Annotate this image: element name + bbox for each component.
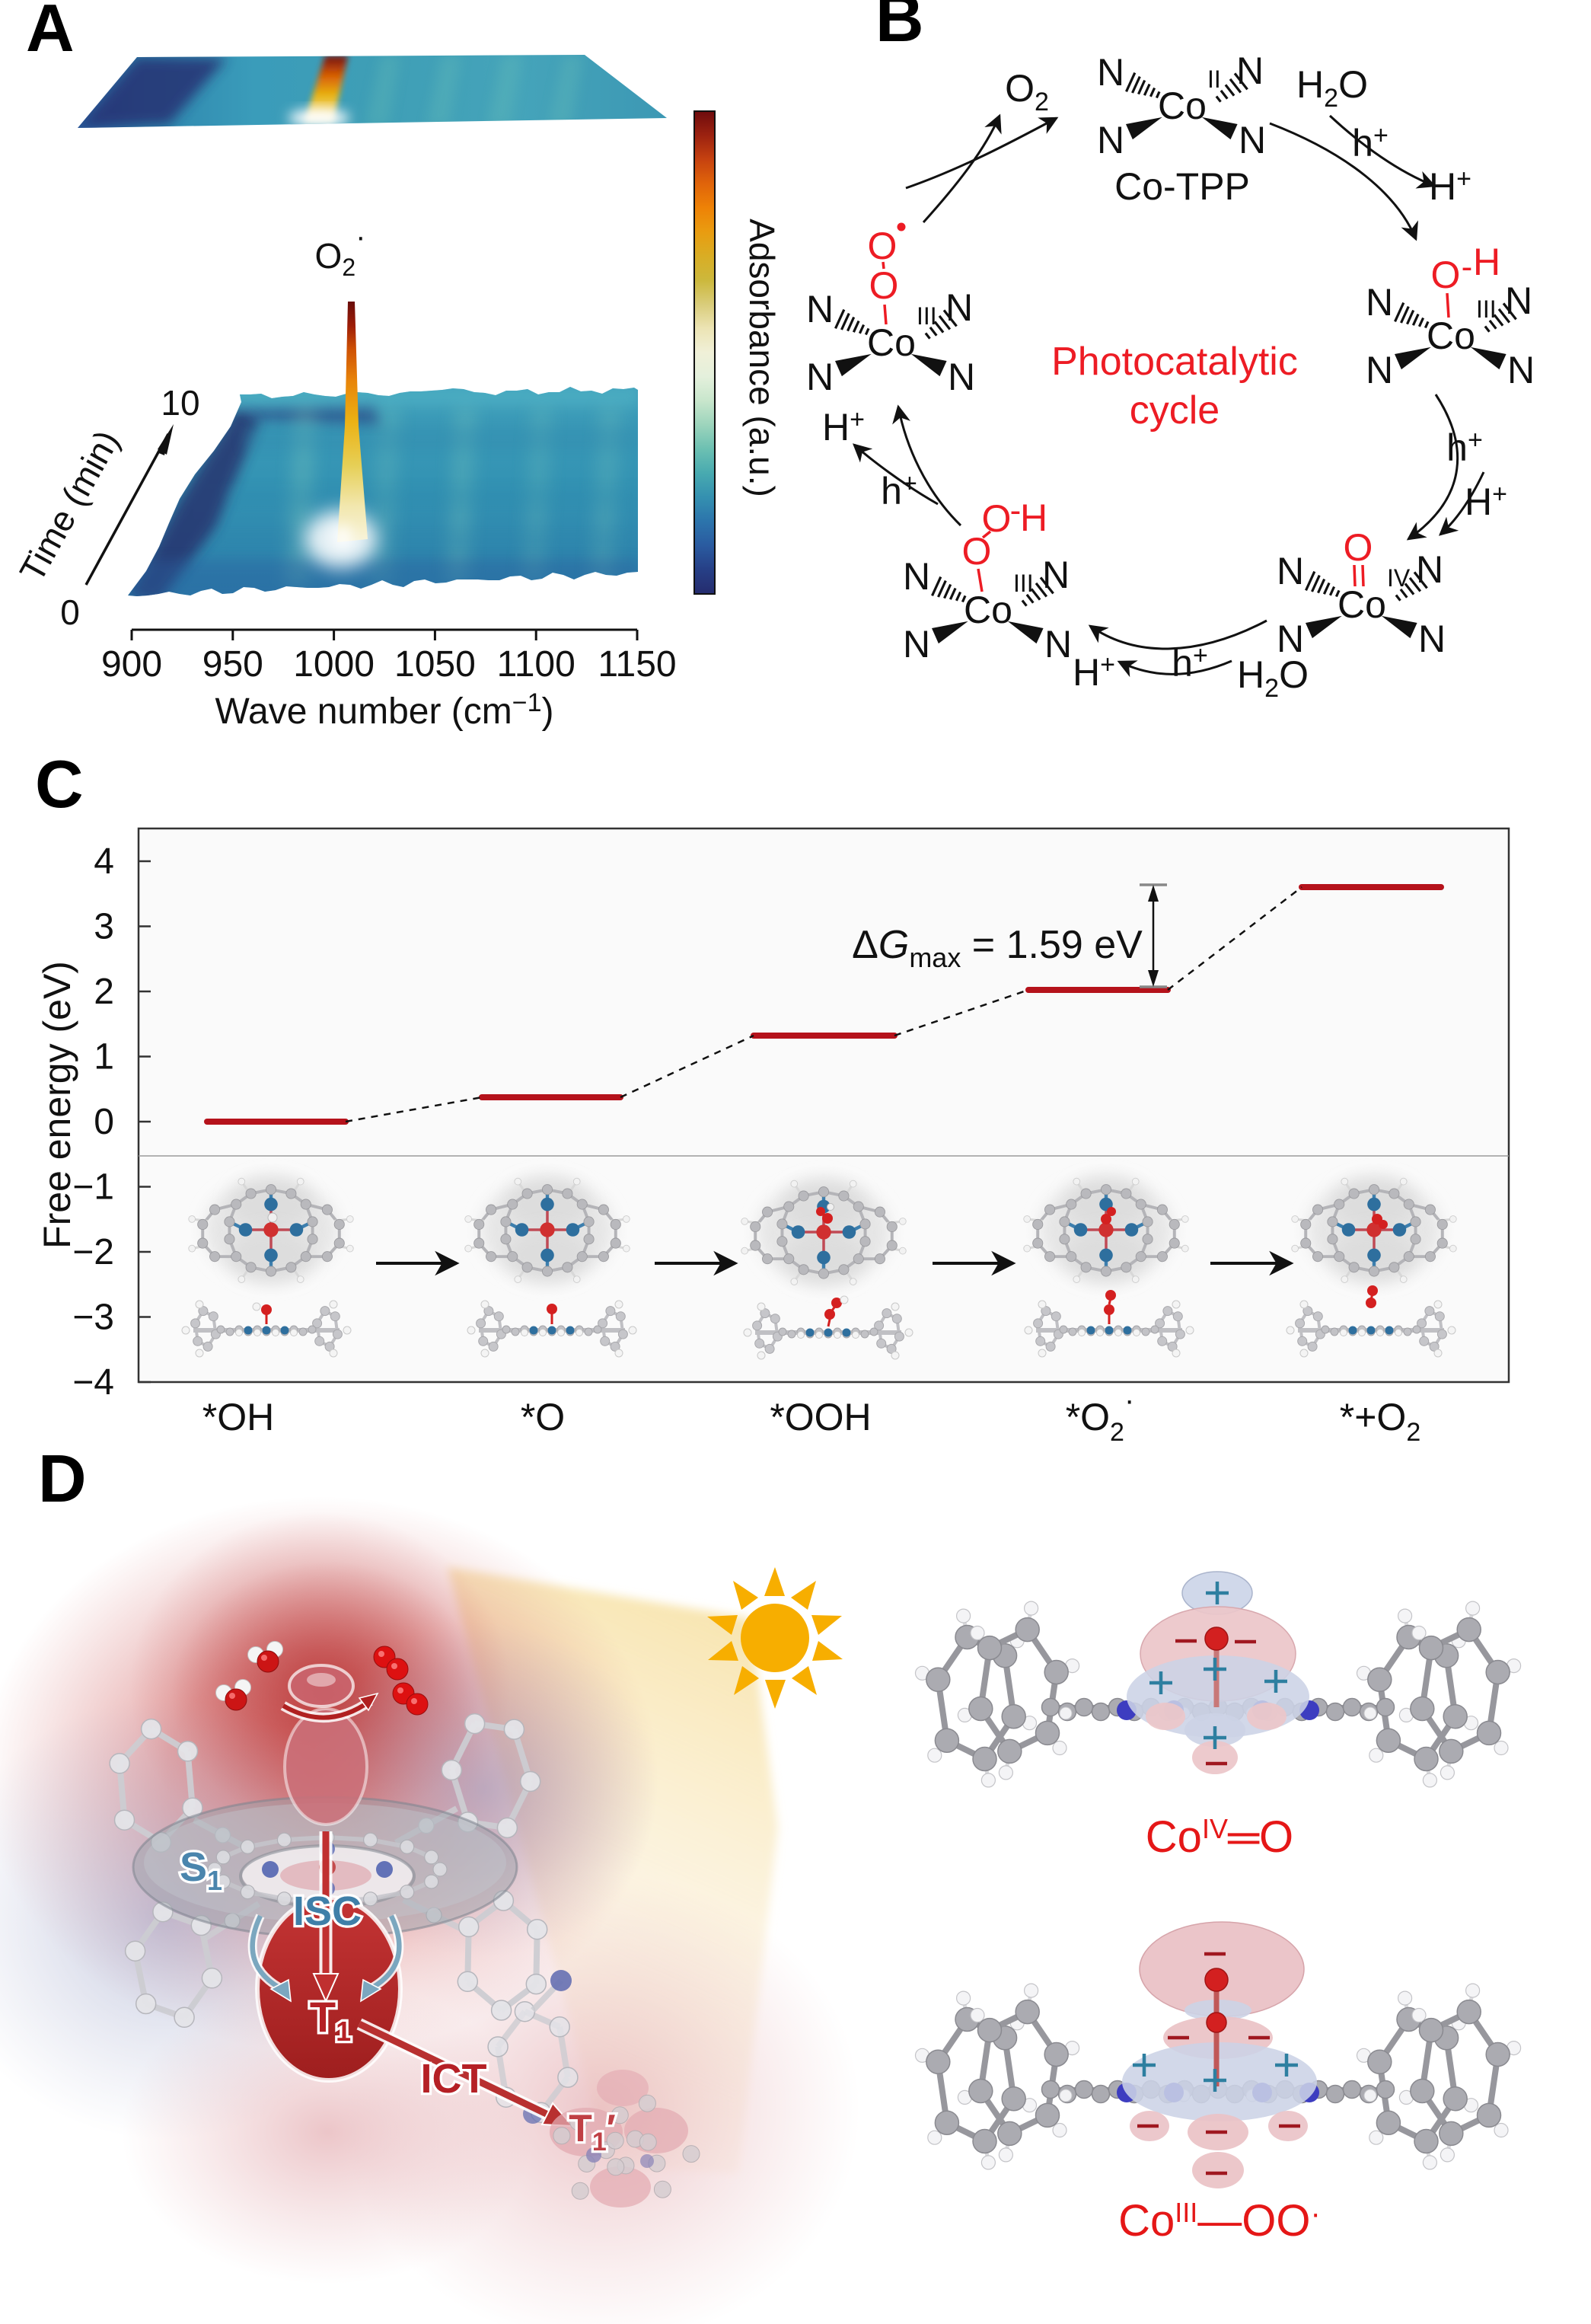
svg-text:950: 950 bbox=[202, 644, 263, 685]
svg-text:N: N bbox=[1042, 554, 1070, 596]
svg-text:ISC: ISC bbox=[293, 1888, 362, 1934]
svg-text:S1: S1 bbox=[180, 1844, 222, 1896]
svg-text:4: 4 bbox=[94, 841, 114, 882]
svg-text:Co-TPP: Co-TPP bbox=[1114, 165, 1250, 208]
svg-text:N: N bbox=[1097, 51, 1124, 94]
svg-text:Wave number (cm−1): Wave number (cm−1) bbox=[215, 688, 553, 732]
svg-text:1050: 1050 bbox=[394, 644, 476, 685]
svg-text:ΔGmax = 1.59 eV: ΔGmax = 1.59 eV bbox=[852, 923, 1143, 973]
svg-text:1150: 1150 bbox=[598, 644, 676, 685]
svg-text:A: A bbox=[26, 0, 75, 65]
svg-text:Co: Co bbox=[964, 589, 1012, 631]
svg-text:Adsorbance (a.u.): Adsorbance (a.u.) bbox=[742, 219, 782, 497]
svg-text:Co: Co bbox=[1427, 314, 1475, 357]
svg-text:ICT: ICT bbox=[421, 2056, 487, 2102]
svg-text:III: III bbox=[1476, 295, 1497, 323]
svg-text:O: O bbox=[869, 264, 899, 307]
svg-text:N: N bbox=[945, 286, 973, 329]
svg-text:C: C bbox=[35, 746, 84, 822]
svg-text:N: N bbox=[903, 623, 930, 666]
svg-text:N: N bbox=[806, 288, 834, 330]
svg-text:Free energy (eV): Free energy (eV) bbox=[36, 961, 78, 1249]
svg-text:−1: −1 bbox=[72, 1167, 114, 1208]
svg-text:N: N bbox=[1418, 618, 1446, 660]
svg-text:−2: −2 bbox=[72, 1232, 114, 1272]
svg-text:Co: Co bbox=[1338, 583, 1386, 626]
svg-text:Photocatalytic: Photocatalytic bbox=[1051, 340, 1298, 384]
svg-text:D: D bbox=[38, 1441, 87, 1516]
svg-text:*OOH: *OOH bbox=[770, 1396, 871, 1438]
svg-text:*OH: *OH bbox=[202, 1396, 274, 1438]
svg-text:3: 3 bbox=[94, 907, 114, 947]
svg-text:N: N bbox=[1239, 119, 1266, 161]
svg-text:N: N bbox=[1277, 550, 1304, 592]
svg-text:-: - bbox=[1462, 248, 1473, 286]
svg-text:N: N bbox=[1277, 618, 1304, 660]
svg-text:h+: h+ bbox=[1352, 121, 1389, 164]
svg-text:N: N bbox=[1097, 119, 1124, 161]
svg-text:N: N bbox=[1507, 349, 1535, 391]
svg-text:H2O: H2O bbox=[1296, 63, 1368, 113]
svg-text:N: N bbox=[1366, 281, 1393, 324]
svg-text:O: O bbox=[982, 497, 1012, 540]
svg-text:IV: IV bbox=[1387, 564, 1411, 592]
svg-text:N: N bbox=[1416, 548, 1443, 591]
svg-text:H: H bbox=[1020, 496, 1047, 539]
svg-text:900: 900 bbox=[101, 644, 162, 685]
svg-text:III: III bbox=[1013, 570, 1034, 597]
svg-text:O: O bbox=[962, 530, 992, 573]
svg-text:H: H bbox=[1473, 241, 1500, 283]
svg-text:0: 0 bbox=[94, 1102, 114, 1142]
svg-text:II: II bbox=[1207, 65, 1221, 93]
svg-text:N: N bbox=[1366, 349, 1393, 391]
svg-text:0: 0 bbox=[60, 592, 80, 632]
svg-text:N: N bbox=[1236, 49, 1264, 92]
svg-text:1000: 1000 bbox=[293, 644, 375, 685]
svg-text:10: 10 bbox=[161, 383, 199, 423]
svg-text:−3: −3 bbox=[72, 1298, 114, 1338]
svg-text:cycle: cycle bbox=[1130, 388, 1220, 433]
svg-text:B: B bbox=[875, 0, 924, 56]
svg-text:O: O bbox=[868, 225, 898, 267]
svg-text:2: 2 bbox=[94, 972, 114, 1012]
svg-text:N: N bbox=[806, 356, 834, 398]
svg-text:*O: *O bbox=[521, 1396, 565, 1438]
svg-text:N: N bbox=[1044, 623, 1072, 666]
svg-text:O2: O2 bbox=[1005, 67, 1049, 117]
svg-text:Co: Co bbox=[867, 321, 916, 364]
svg-text:III: III bbox=[917, 302, 937, 330]
svg-text:N: N bbox=[948, 356, 975, 398]
svg-text:N: N bbox=[903, 555, 930, 598]
svg-text:N: N bbox=[1505, 279, 1532, 322]
svg-text:CoIII—OO·: CoIII—OO· bbox=[1118, 2196, 1321, 2246]
svg-text:-: - bbox=[1010, 492, 1022, 529]
svg-text:−4: −4 bbox=[72, 1362, 114, 1403]
svg-text:O: O bbox=[1431, 254, 1461, 296]
svg-text:O: O bbox=[1344, 526, 1373, 569]
svg-text:Co: Co bbox=[1158, 85, 1207, 127]
svg-text:1100: 1100 bbox=[497, 644, 576, 685]
svg-text:CoIV═O: CoIV═O bbox=[1146, 1812, 1293, 1862]
svg-text:1: 1 bbox=[94, 1037, 114, 1077]
